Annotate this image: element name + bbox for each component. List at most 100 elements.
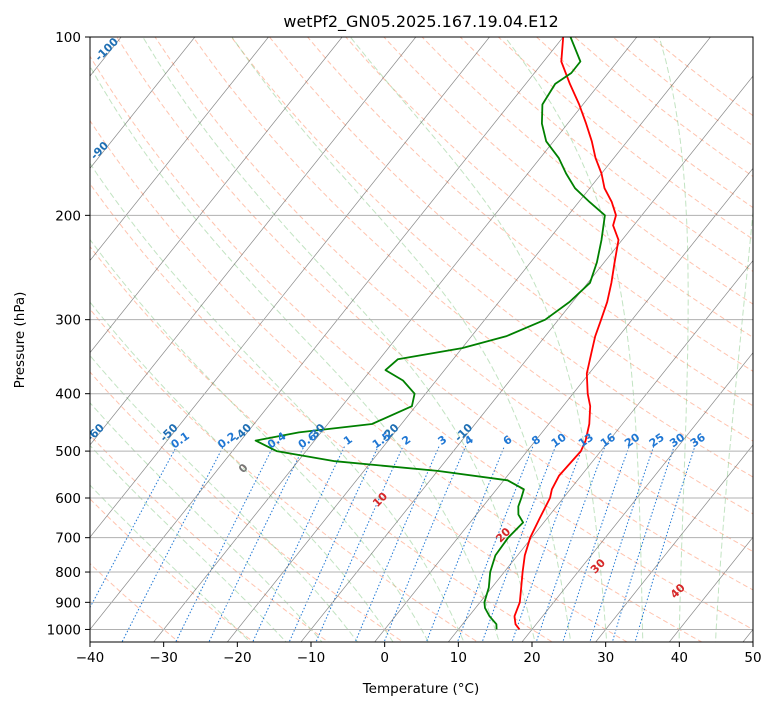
mixing-ratio-line <box>252 445 346 642</box>
isotherm <box>90 37 269 262</box>
mixing-ratio-line <box>481 445 557 642</box>
isotherm <box>90 37 490 538</box>
isotherm <box>595 444 753 642</box>
isotherm <box>374 167 753 642</box>
moist-adiabat <box>658 37 689 642</box>
y-tick-label: 1000 <box>47 622 81 638</box>
isotherm <box>668 536 753 642</box>
dry-adiabat <box>90 498 255 642</box>
isotherm <box>153 37 638 642</box>
temperature-line <box>513 37 620 630</box>
moist-adiabat <box>714 207 753 642</box>
y-tick-label: 200 <box>55 208 81 224</box>
mixing-ratio-line <box>288 445 379 642</box>
y-axis-label: Pressure (hPa) <box>12 292 28 389</box>
y-tick-label: 700 <box>55 531 81 547</box>
mixing-ratio-line <box>315 445 404 642</box>
isotherm <box>90 37 564 631</box>
y-tick-label: 600 <box>55 491 81 507</box>
x-tick-label: 0 <box>380 650 389 666</box>
dry-adiabat <box>269 37 753 442</box>
y-tick-label: 300 <box>55 313 81 329</box>
dry-adiabat <box>307 37 753 407</box>
isotherm <box>521 352 753 642</box>
moist-adiabat <box>90 301 394 642</box>
isotherm <box>447 259 753 642</box>
mixing-ratio-line <box>562 445 630 642</box>
mixing-ratio-label: 13 <box>576 431 596 450</box>
dry-adiabat <box>90 245 554 642</box>
y-tick-label: 400 <box>55 387 81 403</box>
mixing-ratio-line <box>121 445 225 642</box>
x-axis-label: Temperature (°C) <box>362 681 480 697</box>
mixing-ratio-label: 2 <box>400 433 414 448</box>
isotherm <box>742 628 753 642</box>
moist-adiabat-label: 0 <box>236 461 251 476</box>
dewpoint-line <box>254 37 606 630</box>
x-tick-label: −40 <box>76 650 105 666</box>
dry-adiabat <box>536 37 753 209</box>
moist-adiabat-label: 30 <box>588 556 608 576</box>
mixing-ratio-line <box>208 445 305 642</box>
mixing-ratio-line <box>425 445 506 642</box>
moist-adiabat-label: 20 <box>493 525 513 545</box>
dry-adiabat <box>90 371 404 642</box>
isotherm-label: -80 <box>69 255 92 278</box>
dry-adiabat <box>230 37 753 478</box>
dry-adiabat <box>90 119 703 642</box>
y-tick-label: 800 <box>55 565 81 581</box>
x-tick-label: −20 <box>223 650 252 666</box>
y-tick-label: 500 <box>55 444 81 460</box>
moist-adiabat <box>90 402 323 642</box>
mixing-ratio-line <box>634 445 696 642</box>
dry-adiabat <box>90 55 753 630</box>
moist-adiabat-label: 10 <box>370 490 390 510</box>
x-tick-label: 20 <box>523 650 540 666</box>
isotherm <box>90 37 417 446</box>
x-tick-label: −30 <box>149 650 178 666</box>
isotherm <box>300 75 753 642</box>
chart-title: wetPf2_GN05.2025.167.19.04.E12 <box>283 12 558 32</box>
moist-adiabat <box>90 162 465 642</box>
mixing-ratio-label: 36 <box>688 430 708 450</box>
moist-adiabat <box>90 444 287 642</box>
moist-adiabat <box>504 37 644 642</box>
isotherm-label: -60 <box>84 421 107 444</box>
plot-frame <box>89 36 754 643</box>
dry-adiabat <box>90 434 330 642</box>
mixing-ratio-label: 4 <box>462 433 476 448</box>
mixing-ratio-label: 1 <box>341 433 355 448</box>
mixing-ratio-line <box>175 445 274 642</box>
mixing-ratio-line <box>90 445 178 609</box>
dry-adiabat <box>90 562 180 642</box>
x-tick-label: 30 <box>597 650 614 666</box>
mixing-ratio-label: 30 <box>667 430 687 450</box>
dry-adiabat <box>116 37 753 591</box>
isotherm <box>90 37 196 169</box>
mixing-ratio-label: 20 <box>622 430 642 450</box>
isotherm-label: -90 <box>88 139 111 162</box>
dry-adiabat <box>612 37 753 147</box>
moist-adiabat <box>349 37 608 642</box>
dry-adiabat <box>90 308 479 642</box>
dry-adiabat <box>459 37 753 273</box>
isotherm <box>226 37 711 642</box>
moist-adiabat <box>90 65 500 642</box>
mixing-ratio-label: 3 <box>436 433 450 448</box>
x-tick-label: −10 <box>297 650 326 666</box>
dry-adiabat <box>383 37 753 338</box>
isotherm <box>0 24 58 654</box>
mixing-ratio-line <box>511 445 584 642</box>
x-tick-label: 10 <box>450 650 467 666</box>
x-tick-label: 40 <box>671 650 688 666</box>
y-tick-label: 900 <box>55 595 81 611</box>
moist-adiabat-label: 40 <box>668 581 688 601</box>
moist-adiabat <box>142 37 536 642</box>
x-tick-label: 50 <box>744 650 761 666</box>
isotherm-label: -100 <box>92 35 121 64</box>
mixing-ratio-line <box>383 445 467 642</box>
isotherm <box>90 37 343 354</box>
mixing-ratio-line <box>354 445 440 642</box>
mixing-ratio-label: 10 <box>549 430 569 450</box>
